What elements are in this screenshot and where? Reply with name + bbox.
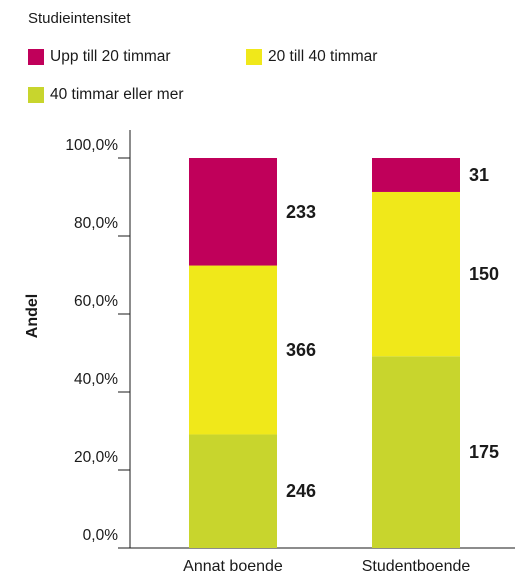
bar-segment	[189, 265, 277, 435]
data-label: 31	[469, 165, 489, 185]
y-tick-label: 20,0%	[74, 449, 118, 466]
legend-swatch-upp-till-20	[28, 49, 44, 65]
data-label: 246	[286, 481, 316, 501]
data-label: 150	[469, 264, 499, 284]
x-category-label: Studentboende	[362, 558, 471, 575]
legend-item-40-timmar: 40 timmar eller mer	[28, 86, 184, 104]
data-label: 233	[286, 202, 316, 222]
x-category-label: Annat boende	[183, 558, 283, 575]
bar-segment	[189, 434, 277, 548]
legend-title: Studieintensitet	[28, 10, 131, 27]
legend-item-upp-till-20: Upp till 20 timmar	[28, 48, 171, 66]
y-tick-label: 100,0%	[65, 137, 118, 154]
legend-swatch-20-till-40	[246, 49, 262, 65]
legend-label-upp-till-20: Upp till 20 timmar	[50, 48, 171, 65]
legend-swatch-40-timmar	[28, 87, 44, 103]
y-tick-label: 40,0%	[74, 371, 118, 388]
y-tick-label: 0,0%	[83, 527, 119, 544]
y-axis-title: Andel	[24, 294, 41, 338]
data-label: 366	[286, 340, 316, 360]
legend-label-40-timmar: 40 timmar eller mer	[50, 86, 184, 103]
bar-segment	[372, 191, 460, 357]
data-label: 175	[469, 442, 499, 462]
legend-label-20-till-40: 20 till 40 timmar	[268, 48, 378, 65]
y-tick-label: 60,0%	[74, 293, 118, 310]
bar-segment	[189, 158, 277, 266]
legend-item-20-till-40: 20 till 40 timmar	[246, 48, 377, 66]
bar-segment	[372, 356, 460, 548]
bar-segment	[372, 158, 460, 192]
y-tick-label: 80,0%	[74, 215, 118, 232]
